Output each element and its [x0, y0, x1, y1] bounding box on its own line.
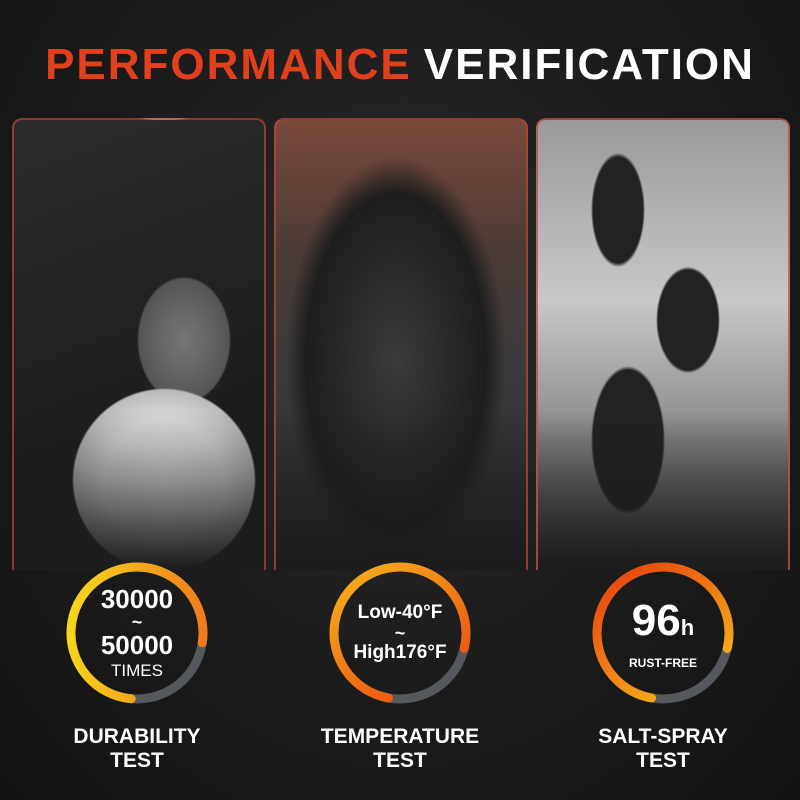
title-part-2: VERIFICATION [423, 40, 755, 89]
salt-spray-gauge: 96h RUST-FREE [588, 558, 738, 708]
label-line-1: TEMPERATURE [320, 725, 480, 748]
tilde: ~ [394, 623, 406, 643]
label-line-2: TEST [110, 749, 164, 772]
durability-unit: TIMES [111, 661, 163, 680]
durability-label: DURABILITY TEST [12, 725, 262, 773]
durability-min: 30000 [100, 584, 174, 614]
label-line-2: TEST [373, 749, 427, 772]
title-part-1: PERFORMANCE [45, 40, 412, 89]
tilde: ~ [131, 612, 143, 632]
hours-unit: h [680, 614, 695, 640]
temperature-high: High176°F [353, 642, 447, 663]
label-line-1: DURABILITY [73, 725, 201, 748]
durability-max: 50000 [100, 630, 174, 660]
rust-free-text: RUST-FREE [628, 655, 697, 670]
gauge-ring [329, 562, 471, 704]
temperature-gauge: Low-40°F ~ High176°F [325, 558, 475, 708]
salt-spray-photo-actuators [536, 118, 790, 570]
label-line-1: SALT-SPRAY [598, 725, 728, 748]
temperature-photo-actuator [274, 118, 528, 570]
label-line-2: TEST [636, 749, 690, 772]
salt-spray-hours: 96h [631, 595, 695, 652]
gauge-ring [66, 562, 208, 704]
page-title: PERFORMANCE VERIFICATION [0, 40, 800, 90]
durability-photo-gear-motor [12, 118, 266, 570]
durability-gauge: 30000 ~ 50000 TIMES [62, 558, 212, 708]
hours-value: 96 [631, 595, 681, 645]
gauge-ring [592, 562, 734, 704]
temperature-label: TEMPERATURE TEST [275, 725, 525, 773]
temperature-low: Low-40°F [357, 602, 443, 623]
salt-spray-label: SALT-SPRAY TEST [538, 725, 788, 773]
